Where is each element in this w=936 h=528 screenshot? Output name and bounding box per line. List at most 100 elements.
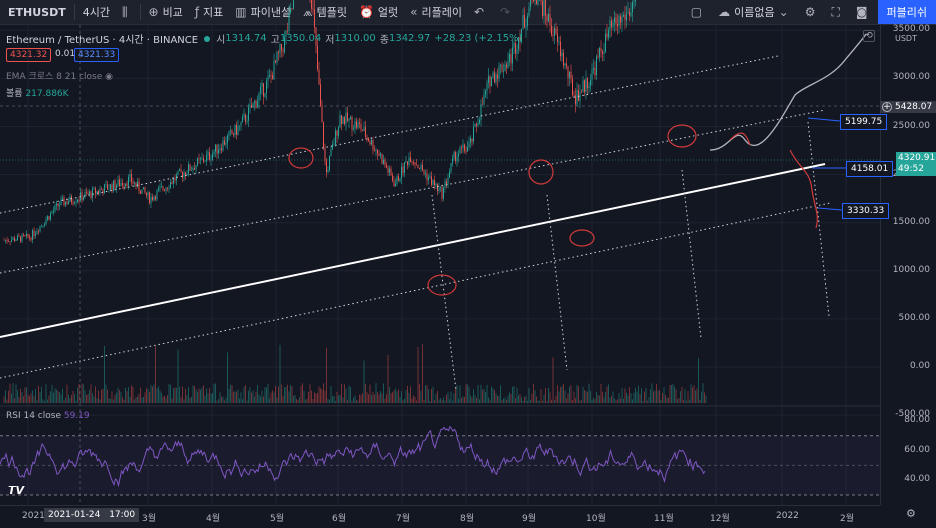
sell-price-button[interactable]: 4321.32 — [6, 48, 52, 62]
volume-bar — [276, 397, 278, 403]
undo-button[interactable]: ↶ — [468, 0, 494, 24]
candle-body — [546, 15, 548, 22]
volume-bar — [114, 395, 116, 403]
volume-bar — [588, 383, 590, 403]
redo-button[interactable]: ↷ — [494, 0, 520, 24]
time-axis[interactable] — [0, 505, 880, 528]
volume-bar — [363, 360, 365, 403]
volume-bar — [108, 398, 110, 403]
replay-button[interactable]: «리플레이 — [404, 0, 468, 24]
candle-body — [449, 171, 450, 178]
settings-button[interactable]: ⚙ — [799, 0, 826, 24]
fullscreen-button[interactable]: ⛶ — [825, 0, 849, 24]
layout-button[interactable]: ▢ — [685, 0, 712, 24]
candle-body — [81, 192, 83, 201]
candle-body — [585, 78, 587, 93]
volume-legend[interactable]: 볼륨 217.886K — [6, 86, 69, 99]
buy-price-button[interactable]: 4321.33 — [74, 48, 120, 62]
volume-bar — [150, 384, 152, 403]
candle-body — [384, 159, 386, 166]
candle-body — [161, 186, 162, 188]
candle-body — [201, 158, 203, 159]
volume-bar — [377, 392, 378, 403]
plus-circle-icon: ⊕ — [148, 5, 159, 19]
annotation-price-tag[interactable]: 4158.01 — [846, 161, 894, 177]
replay-label: 리플레이 — [421, 6, 462, 19]
expand-icon[interactable]: ⟲ — [863, 30, 875, 42]
volume-bar — [266, 387, 267, 403]
chart-type-button[interactable]: ⫼ — [116, 0, 138, 24]
candle-body — [489, 76, 491, 87]
volume-bar — [435, 393, 437, 403]
axis-settings-button[interactable]: ⚙ — [906, 507, 916, 520]
candle-body — [227, 135, 228, 144]
candle-body — [515, 43, 516, 54]
candle-body — [78, 200, 80, 201]
candle-body — [215, 144, 216, 152]
highlight-circle — [427, 274, 457, 296]
volume-bar — [522, 400, 524, 403]
time-tick-label: 3월 — [142, 514, 157, 524]
templates-button[interactable]: ⩕ 템플릿 — [297, 0, 353, 24]
compare-button[interactable]: ⊕ 비교 — [143, 0, 189, 24]
rsi-legend[interactable]: RSI 14 close 59.19 — [6, 411, 90, 421]
volume-bar — [597, 395, 599, 403]
snapshot-button[interactable]: ◙ — [850, 0, 878, 24]
volume-bar — [558, 391, 560, 403]
alerts-button[interactable]: ⏰ 얼럿 — [353, 0, 404, 24]
price-tick-label: -500.00 — [895, 409, 930, 420]
volume-bar — [668, 397, 669, 403]
candle-body — [278, 52, 279, 54]
volume-bar — [590, 390, 591, 403]
volume-bar — [305, 399, 306, 403]
candle-body — [552, 34, 554, 36]
volume-bar — [510, 393, 512, 403]
eye-icon[interactable]: ◉ — [105, 72, 113, 82]
candle-body — [620, 16, 621, 23]
volume-bar — [533, 383, 534, 403]
publish-button[interactable]: 퍼블리쉬 — [877, 0, 936, 24]
save-layout-button[interactable]: ☁ 이름없음 ⌄ — [712, 0, 799, 24]
annotation-price-tag[interactable]: 5199.75 — [840, 114, 888, 130]
volume-bar — [59, 391, 60, 403]
candle-body — [258, 93, 260, 102]
volume-bar — [683, 399, 684, 403]
interval-button[interactable]: 4시간 — [77, 0, 116, 24]
candle-body — [51, 212, 53, 214]
volume-bar — [386, 394, 387, 403]
volume-bar — [68, 394, 69, 403]
volume-bar — [566, 398, 567, 403]
candle-body — [545, 0, 546, 16]
ema-legend[interactable]: EMA 크로스 8 21 close ◉ — [6, 69, 113, 82]
candle-body — [179, 169, 180, 171]
candle-body — [95, 188, 96, 194]
volume-bar — [258, 394, 260, 403]
annotation-price-tag[interactable]: 3330.33 — [842, 203, 890, 219]
candle-body — [383, 159, 384, 164]
volume-bar — [455, 388, 456, 403]
volume-bar — [572, 400, 573, 403]
change-value: +28.23 (+2.15%) — [434, 33, 523, 44]
open-value: 1314.74 — [225, 33, 267, 44]
indicators-button[interactable]: ƒ 지표 — [189, 0, 229, 24]
financials-button[interactable]: ▥ 파이낸셜 — [229, 0, 297, 24]
bar-countdown: 49:52 — [898, 164, 924, 174]
plus-icon[interactable]: + — [882, 102, 892, 112]
low-value: 1310.00 — [334, 33, 376, 44]
volume-bar — [596, 391, 597, 403]
candle-body — [411, 162, 413, 163]
high-value: 1350.04 — [279, 33, 322, 44]
volume-bar — [147, 389, 149, 403]
candle-body — [198, 158, 200, 159]
candle-body — [516, 49, 518, 54]
tag-connector — [807, 117, 841, 122]
candle-body — [3, 240, 5, 241]
symbol-search-button[interactable]: ETHUSDT — [0, 0, 72, 24]
volume-bar — [402, 400, 404, 403]
volume-bar — [41, 386, 42, 403]
volume-bar — [180, 397, 182, 403]
crosshair-date: 2021-01-24 — [48, 510, 101, 520]
price-axis[interactable]: USDT ⟲ — [863, 25, 936, 505]
projection-curve-red — [789, 149, 818, 229]
